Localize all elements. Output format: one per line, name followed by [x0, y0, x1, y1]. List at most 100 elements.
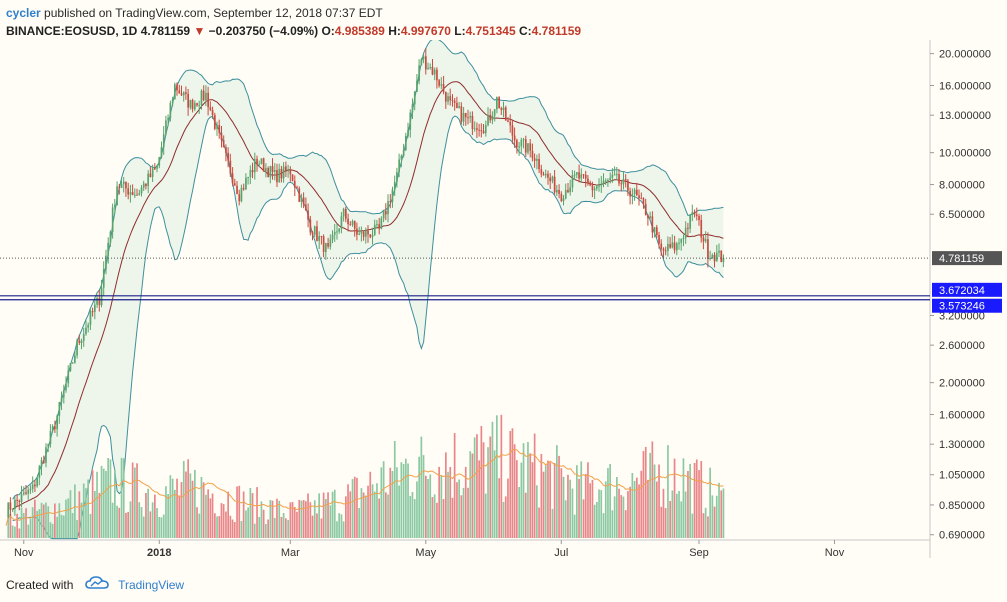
- volume-bar: [402, 464, 405, 538]
- candle-body: [154, 168, 156, 170]
- volume-bar: [142, 516, 145, 538]
- candle-body: [76, 340, 78, 356]
- volume-bar: [504, 496, 507, 538]
- volume-bar: [145, 493, 147, 538]
- candle-body: [311, 232, 314, 235]
- volume-bar: [320, 518, 323, 538]
- candle-body: [211, 109, 214, 116]
- volume-bar: [691, 513, 694, 538]
- volume-bar: [233, 522, 236, 538]
- candle-body: [507, 120, 509, 122]
- volume-bar: [202, 482, 205, 538]
- candle-body: [569, 187, 571, 193]
- candle-body: [22, 492, 25, 495]
- volume-bar: [671, 490, 674, 538]
- candle-body: [382, 211, 385, 219]
- volume-bar: [182, 461, 185, 538]
- candle-body: [358, 233, 360, 235]
- volume-bar: [520, 462, 523, 538]
- volume-bar: [125, 512, 127, 538]
- candle-body: [651, 216, 654, 233]
- candle-body: [291, 174, 294, 181]
- volume-bar: [7, 509, 10, 538]
- volume-bar: [122, 458, 125, 538]
- candle-body: [182, 92, 185, 96]
- volume-bar: [578, 478, 580, 538]
- candle-body: [362, 231, 365, 237]
- candle-body: [200, 90, 203, 106]
- chart-header: cycler published on TradingView.com, Sep…: [6, 4, 1001, 40]
- candle-body: [624, 179, 627, 181]
- volume-bar: [571, 488, 574, 538]
- candle-body: [469, 115, 472, 118]
- y-tick-label: 0.850000: [939, 500, 985, 512]
- candle-body: [531, 150, 534, 159]
- candle-body: [440, 84, 443, 86]
- volume-bar: [722, 488, 725, 538]
- candle-body: [360, 231, 363, 234]
- tradingview-cloud-icon: [84, 576, 109, 596]
- volume-bar: [280, 516, 283, 538]
- volume-bar: [76, 520, 78, 538]
- volume-bar: [411, 492, 414, 538]
- volume-bar: [629, 486, 631, 538]
- candle-body: [293, 181, 296, 188]
- candle-body: [582, 174, 585, 176]
- bollinger-fill: [12, 40, 724, 539]
- candle-body: [236, 185, 238, 195]
- volume-bar: [349, 491, 352, 538]
- volume-bar: [249, 488, 252, 538]
- candle-body: [333, 231, 336, 235]
- candle-body: [611, 174, 614, 178]
- volume-bar: [351, 479, 354, 538]
- volume-bar: [576, 465, 578, 538]
- volume-bar: [65, 499, 67, 538]
- volume-ma-line: [5, 449, 724, 526]
- candle-body: [349, 224, 352, 226]
- candle-body: [416, 80, 418, 92]
- candle-body: [367, 230, 369, 235]
- candle-body: [91, 311, 94, 313]
- candle-body: [660, 243, 663, 249]
- volume-bar: [491, 421, 494, 538]
- candle-body: [684, 227, 687, 238]
- candle-body: [629, 190, 631, 197]
- candle-body: [347, 218, 349, 225]
- volume-bar: [527, 442, 529, 538]
- volume-bar: [69, 490, 72, 538]
- volume-bar: [416, 481, 418, 538]
- candle-body: [511, 125, 514, 136]
- volume-bar: [698, 470, 700, 538]
- candle-body: [29, 488, 32, 490]
- candle-body: [540, 169, 543, 175]
- volume-bar: [207, 489, 209, 538]
- volume-bar: [169, 475, 172, 538]
- volume-bar: [165, 486, 167, 538]
- y-tick-label: 1.300000: [939, 439, 985, 451]
- volume-bar: [544, 465, 547, 538]
- candle-body: [320, 236, 323, 237]
- volume-bar: [287, 520, 289, 538]
- author-name[interactable]: cycler: [6, 6, 41, 20]
- volume-bar: [482, 442, 485, 538]
- candle-body: [547, 173, 549, 178]
- candle-body: [262, 158, 265, 172]
- candle-body: [662, 248, 665, 251]
- candle-body: [340, 216, 343, 229]
- candle-body: [467, 117, 469, 119]
- volume-bar: [107, 458, 109, 538]
- candle-body: [189, 100, 192, 108]
- candle-body: [151, 168, 154, 177]
- volume-bar: [511, 428, 514, 538]
- volume-bar: [376, 483, 378, 538]
- y-tick-label: 1.600000: [939, 410, 985, 422]
- volume-bar: [611, 510, 614, 538]
- candle-body: [258, 163, 261, 165]
- bollinger-lower: [12, 115, 724, 540]
- price-chart[interactable]: 20.000000 16.000000 13.000000 10.000000 8.00…: [0, 40, 1007, 570]
- candle-body: [194, 103, 196, 110]
- volume-bar: [533, 433, 536, 538]
- volume-bar: [51, 523, 54, 538]
- candle-body: [371, 234, 374, 238]
- tradingview-link[interactable]: TradingView: [118, 578, 185, 592]
